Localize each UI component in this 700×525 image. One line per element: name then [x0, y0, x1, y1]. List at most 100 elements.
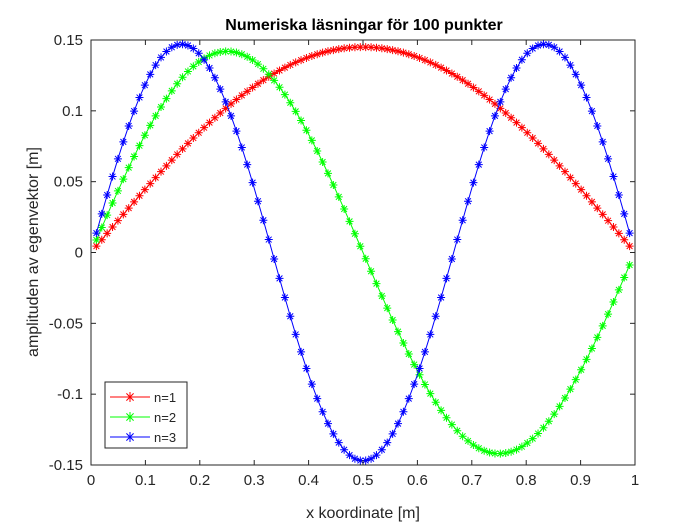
series-marker	[410, 360, 419, 369]
series-marker	[216, 85, 225, 94]
series-marker	[464, 436, 473, 445]
series-marker	[237, 143, 246, 152]
series-marker	[291, 107, 300, 116]
series-marker	[507, 113, 516, 122]
series-marker	[113, 216, 122, 225]
series-marker	[113, 154, 122, 163]
y-tick-label: 0	[75, 245, 83, 262]
x-tick-label: 0.1	[135, 472, 156, 489]
series-marker	[577, 365, 586, 374]
series-marker	[523, 49, 532, 58]
series-marker	[566, 385, 575, 394]
series-marker	[550, 156, 559, 165]
series-marker	[377, 44, 386, 53]
series-marker	[259, 216, 268, 225]
series-marker	[555, 402, 564, 411]
series-marker	[307, 136, 316, 145]
legend-entry: n=2	[110, 410, 176, 425]
series-marker	[625, 229, 634, 238]
series-marker	[453, 72, 462, 81]
series-marker	[550, 410, 559, 419]
series-marker	[167, 86, 176, 95]
series-marker	[297, 56, 306, 65]
series-marker	[130, 152, 139, 161]
series-marker	[620, 235, 629, 244]
series-marker	[620, 273, 629, 282]
series-marker	[194, 49, 203, 58]
series-marker	[264, 235, 273, 244]
series-marker	[243, 160, 252, 169]
series-marker	[146, 179, 155, 188]
series-marker	[377, 445, 386, 454]
series-marker	[587, 197, 596, 206]
series-marker	[604, 310, 613, 319]
series-marker	[264, 70, 273, 79]
series-marker	[431, 60, 440, 69]
x-tick-label: 0	[87, 472, 95, 489]
series-marker	[162, 161, 171, 170]
series-marker	[291, 58, 300, 67]
series-marker	[119, 210, 128, 219]
series-marker	[323, 47, 332, 56]
series-marker	[544, 40, 553, 49]
series-marker	[302, 364, 311, 373]
series-marker	[323, 419, 332, 428]
series-marker	[442, 66, 451, 75]
series-marker	[329, 181, 338, 190]
series-marker	[157, 102, 166, 111]
series-marker	[334, 192, 343, 201]
series-marker	[539, 144, 548, 153]
series-marker	[318, 48, 327, 57]
series-marker	[259, 64, 268, 73]
series-marker	[227, 47, 236, 56]
series-marker	[92, 229, 101, 238]
series-marker	[340, 44, 349, 53]
series-marker	[490, 99, 499, 108]
series-marker	[442, 413, 451, 422]
series-marker	[189, 134, 198, 143]
series-marker	[582, 93, 591, 102]
series-marker	[232, 48, 241, 57]
series-marker	[404, 50, 413, 59]
series-marker	[189, 44, 198, 53]
series-marker	[464, 197, 473, 206]
series-marker	[286, 98, 295, 107]
series-marker	[108, 223, 117, 232]
x-tick-label: 0.5	[353, 472, 374, 489]
series-marker	[458, 76, 467, 85]
series-marker	[92, 235, 101, 244]
series-marker	[458, 432, 467, 441]
series-marker	[544, 417, 553, 426]
series-marker	[453, 235, 462, 244]
series-marker	[227, 111, 236, 120]
series-marker	[625, 261, 634, 270]
x-tick-label: 0.4	[298, 472, 319, 489]
ticks-layer: 0 0.1 0.2 0.3 0.4 0.5 0.6 0.7 0.8 0.9 1 -0.15 -0.1 -0…	[49, 32, 639, 489]
series-marker	[447, 69, 456, 78]
series-marker	[173, 150, 182, 159]
series-marker	[307, 51, 316, 60]
series-marker	[253, 197, 262, 206]
series-marker	[469, 178, 478, 187]
series-marker	[517, 55, 526, 64]
series-marker	[544, 150, 553, 159]
series-marker	[151, 111, 160, 120]
series-marker	[555, 161, 564, 170]
series-marker	[577, 185, 586, 194]
series-marker	[113, 186, 122, 195]
series-marker	[399, 338, 408, 347]
series-marker	[490, 449, 499, 458]
series-marker	[372, 43, 381, 52]
series-marker	[614, 285, 623, 294]
series-marker	[280, 90, 289, 99]
legend-entry: n=3	[110, 430, 176, 445]
series-marker	[275, 83, 284, 92]
series-marker	[512, 63, 521, 72]
series-marker	[372, 451, 381, 460]
series-marker	[480, 446, 489, 455]
series-marker	[404, 394, 413, 403]
series-marker	[420, 380, 429, 389]
series-marker	[350, 454, 359, 463]
series-marker	[528, 134, 537, 143]
